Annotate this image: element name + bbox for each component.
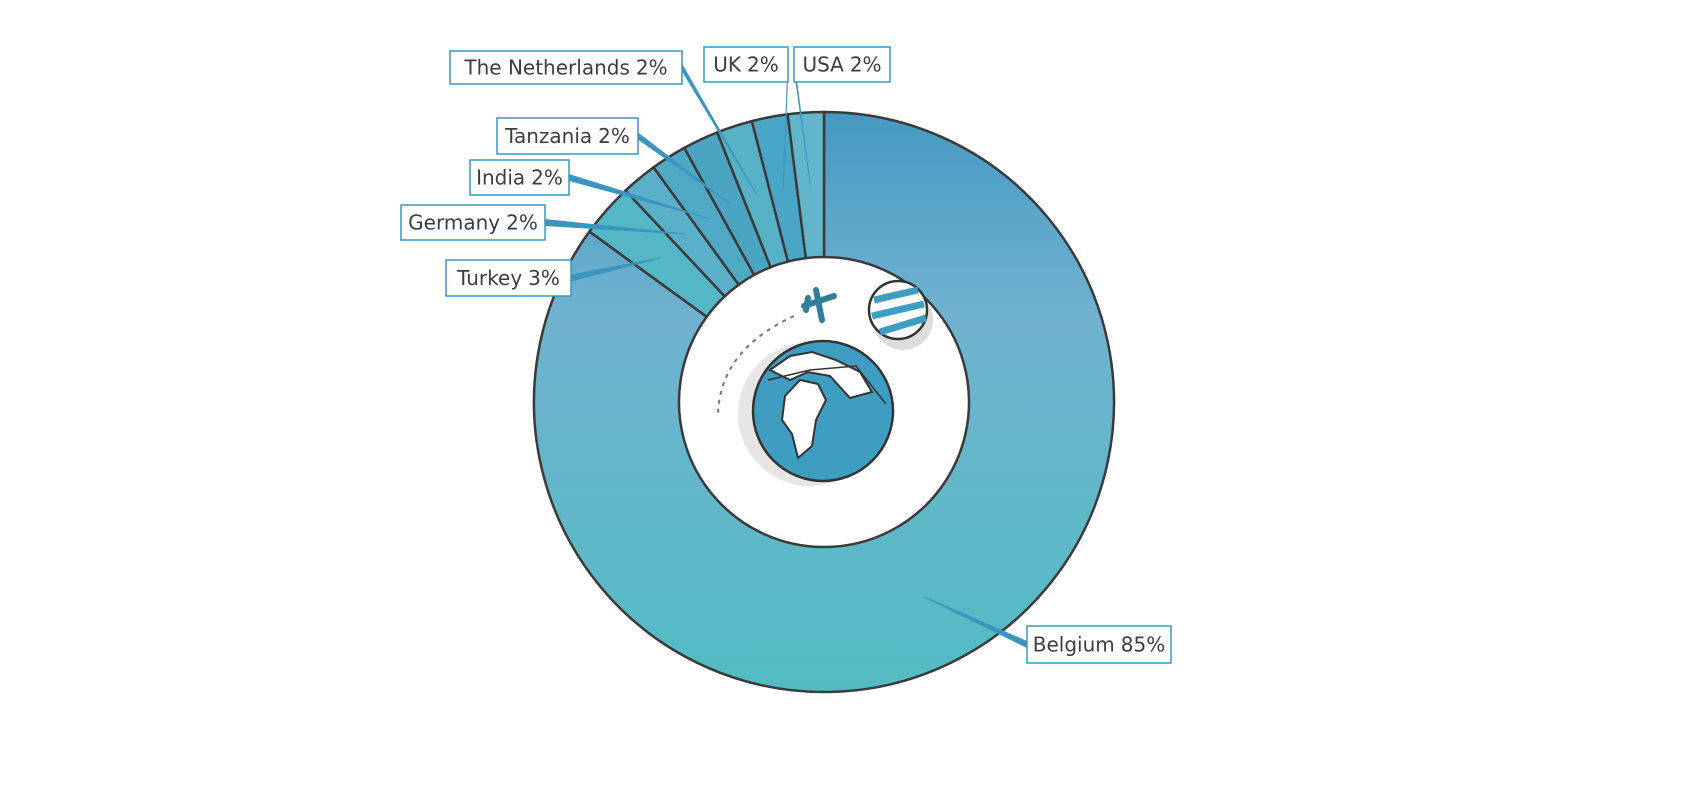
data-label: UK 2% <box>713 52 779 76</box>
data-label: Belgium 85% <box>1033 632 1165 656</box>
data-label: Tanzania 2% <box>504 124 630 148</box>
label-value: 2% <box>636 55 668 79</box>
slice <box>532 110 1116 694</box>
label-value: 2% <box>747 52 779 76</box>
data-label: The Netherlands 2% <box>463 55 667 79</box>
label-box <box>496 117 639 155</box>
label-value: 2% <box>531 165 563 189</box>
label-category: The Netherlands <box>463 55 629 79</box>
data-label: Germany 2% <box>408 210 538 234</box>
label-category: Germany <box>408 210 500 234</box>
label-box <box>793 46 891 83</box>
label-value: 2% <box>850 52 882 76</box>
label-value: 85% <box>1121 632 1165 656</box>
label-box <box>445 259 572 297</box>
label-box <box>469 159 570 196</box>
data-label: Turkey 3% <box>456 266 560 290</box>
slice <box>786 110 826 260</box>
globe-illustration <box>717 279 933 486</box>
label-category: UK <box>713 52 742 76</box>
labels: Belgium 85%Turkey 3%Germany 2%India 2%Tanzan… <box>400 46 1172 664</box>
label-category: USA <box>802 52 844 76</box>
label-box <box>400 204 546 241</box>
label-value: 2% <box>506 210 538 234</box>
label-box <box>703 46 789 83</box>
data-label: India 2% <box>476 165 563 189</box>
label-box <box>449 50 683 85</box>
slices <box>532 110 1116 694</box>
label-category: Tanzania <box>504 124 592 148</box>
label-category: Turkey <box>456 266 522 290</box>
label-value: 3% <box>528 266 560 290</box>
label-category: India <box>476 165 525 189</box>
label-category: Belgium <box>1033 632 1115 656</box>
data-label: USA 2% <box>802 52 881 76</box>
label-box <box>1026 625 1172 664</box>
label-value: 2% <box>598 124 630 148</box>
